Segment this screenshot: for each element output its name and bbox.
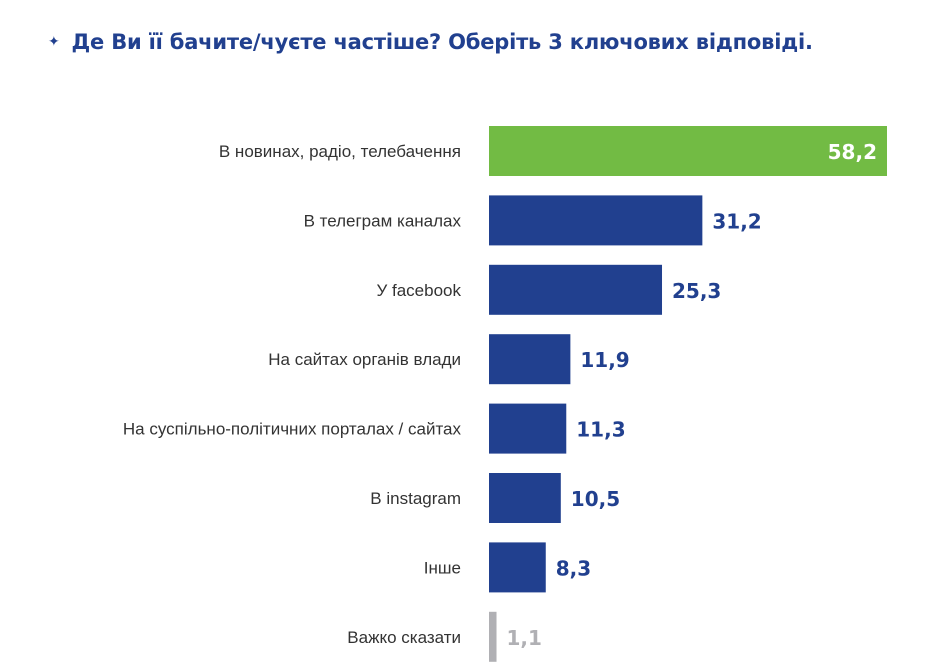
bar: [489, 126, 887, 176]
bar: [489, 542, 546, 593]
bar: [489, 264, 663, 315]
chart-title-text: Де Ви її бачите/чуєте частіше? Оберіть 3…: [71, 30, 813, 54]
value-label: 58,2: [828, 140, 877, 164]
diamond-bullet-icon: ✦: [48, 34, 60, 50]
category-label: На сайтах органів влади: [268, 350, 461, 369]
value-label: 25,3: [672, 279, 721, 303]
bar: [489, 611, 497, 662]
category-label: В instagram: [370, 489, 461, 508]
value-label: 11,3: [576, 418, 625, 442]
value-label: 8,3: [556, 556, 591, 580]
bar: [489, 403, 567, 454]
category-label: У facebook: [376, 281, 461, 300]
category-label: В новинах, радіо, телебачення: [219, 142, 461, 161]
value-label: 1,1: [507, 626, 542, 650]
value-label: 11,9: [580, 348, 629, 372]
bar: [489, 473, 561, 523]
category-label: Інше: [424, 558, 461, 577]
category-label: Важко сказати: [347, 628, 461, 647]
bar: [489, 195, 703, 246]
category-label: В телеграм каналах: [304, 211, 462, 230]
bar: [489, 334, 571, 385]
value-label: 31,2: [712, 209, 761, 233]
category-label: На суспільно-політичних порталах / сайта…: [123, 420, 462, 439]
chart-title: ✦ Де Ви її бачите/чуєте частіше? Оберіть …: [48, 30, 813, 54]
value-label: 10,5: [571, 487, 620, 511]
